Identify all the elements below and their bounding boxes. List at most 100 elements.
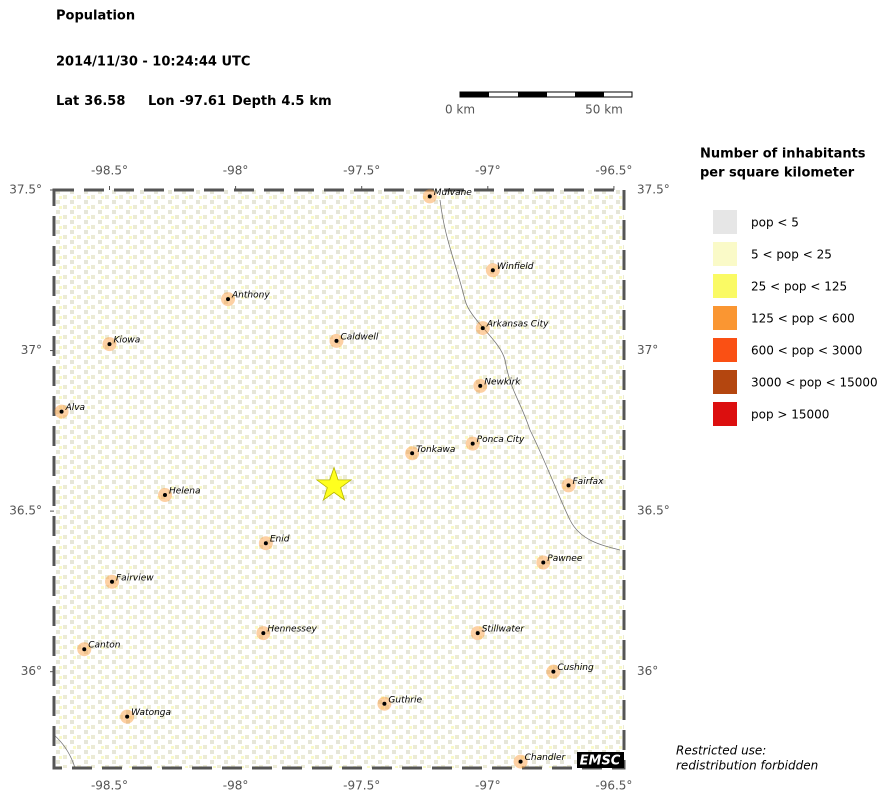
legend-swatch (713, 242, 737, 266)
location-field: Lat 36.58 (56, 94, 125, 109)
city-label: Chandler (525, 753, 567, 763)
notice: redistribution forbidden (676, 759, 818, 773)
y-tick-label: 37° (21, 343, 42, 357)
city-dot (518, 759, 523, 764)
scale-end: 50 km (585, 103, 623, 117)
field-label: Lat (56, 94, 79, 109)
city-dot (107, 342, 112, 347)
scale-bar: 0 km 50 km (445, 91, 633, 117)
x-tick-label: -97.5° (343, 164, 380, 178)
river (439, 199, 621, 551)
city-label: Caldwell (340, 332, 378, 342)
city-label: Anthony (231, 291, 270, 301)
city-label: Canton (88, 641, 121, 651)
legend-swatch (713, 338, 737, 362)
legend: Number of inhabitants per square kilomet… (700, 147, 878, 426)
city-label: Enid (270, 535, 290, 545)
city-dot (82, 647, 87, 652)
x-tick-label: -97° (475, 779, 501, 793)
x-tick-label: -97.5° (343, 779, 380, 793)
epicenter (315, 466, 353, 502)
legend-title: per square kilometer (700, 166, 855, 181)
city-label: Stillwater (482, 625, 526, 635)
city-dot (110, 579, 115, 584)
legend-swatch (713, 402, 737, 426)
city-label: Winfield (497, 262, 534, 272)
datetime: 2014/11/30 - 10:24:44 UTC (56, 55, 250, 70)
city-label: Fairfax (573, 477, 605, 487)
x-tick-label: -98.5° (91, 164, 128, 178)
y-tick-label: 36° (21, 664, 42, 678)
city-label: Fairview (116, 573, 154, 583)
x-tick-label: -96.5° (595, 779, 632, 793)
city-dot (475, 631, 480, 636)
population-texture (54, 190, 624, 768)
legend-label: 3000 < pop < 15000 (751, 376, 878, 390)
city-label: Newkirk (484, 377, 521, 387)
field-unit: km (309, 94, 331, 109)
x-tick-label: -96.5° (595, 164, 632, 178)
city-dot (566, 483, 571, 488)
location: Lat 36.58 Lon -97.61 Depth 4.5 km (56, 94, 332, 109)
city-dot (263, 541, 268, 546)
city-label: Guthrie (388, 695, 422, 705)
city-label: Hennessey (267, 625, 317, 635)
city-dot (226, 297, 231, 302)
legend-label: 125 < pop < 600 (751, 312, 855, 326)
city-label: Arkansas City (486, 320, 549, 330)
city-label: Cushing (557, 663, 594, 673)
city-label: Kiowa (113, 336, 140, 346)
x-tick-label: -98° (223, 779, 249, 793)
legend-swatch (713, 370, 737, 394)
city-label: Pawnee (547, 554, 583, 564)
legend-swatch (713, 210, 737, 234)
city-dot (334, 338, 339, 343)
badge: EMSC (580, 754, 621, 769)
y-tick-label: 37.5° (9, 183, 42, 197)
location-field: Depth 4.5 km (232, 94, 332, 109)
field-value: 36.58 (84, 94, 125, 109)
city-label: Ponca City (477, 435, 525, 445)
city-dot (478, 383, 483, 388)
city-label: Tonkawa (416, 445, 455, 455)
legend-label: 600 < pop < 3000 (751, 344, 862, 358)
city-dot (261, 631, 266, 636)
legend-label: pop < 5 (751, 216, 799, 230)
city-dot (551, 669, 556, 674)
x-tick-label: -97° (475, 164, 501, 178)
field-label: Lon (148, 94, 174, 109)
field-label: Depth (232, 94, 276, 109)
scale-start: 0 km (445, 103, 475, 117)
city-dot (427, 194, 432, 199)
location-field: Lon -97.61 (148, 94, 226, 109)
y-tick-label: 37.5° (637, 183, 670, 197)
y-tick-label: 37° (637, 343, 658, 357)
notice: Restricted use: (676, 744, 766, 758)
legend-title: Number of inhabitants (700, 147, 866, 162)
field-value: -97.61 (179, 94, 226, 109)
city-dot (382, 701, 387, 706)
city-label: Alva (65, 403, 86, 413)
y-tick-label: 36.5° (9, 504, 42, 518)
x-tick-label: -98.5° (91, 779, 128, 793)
city-label: Helena (169, 487, 201, 497)
city-dot (162, 493, 167, 498)
y-tick-label: 36.5° (637, 504, 670, 518)
map: -98.5° -98.5° -98° -98° -97.5° -97.5° -97° -97°… (9, 164, 669, 793)
legend-swatch (713, 306, 737, 330)
legend-label: pop > 15000 (751, 408, 829, 422)
city-dot (490, 268, 495, 273)
city-label: Mulvane (434, 188, 473, 198)
legend-label: 25 < pop < 125 (751, 280, 847, 294)
x-tick-label: -98° (223, 164, 249, 178)
map-frame (52, 188, 626, 770)
city-dot (59, 409, 64, 414)
city-dot (470, 441, 475, 446)
legend-label: 5 < pop < 25 (751, 248, 832, 262)
y-tick-label: 36° (637, 664, 658, 678)
badge-bg (577, 752, 624, 768)
city-dot (480, 326, 485, 331)
legend-swatch (713, 274, 737, 298)
city-dot (541, 560, 546, 565)
